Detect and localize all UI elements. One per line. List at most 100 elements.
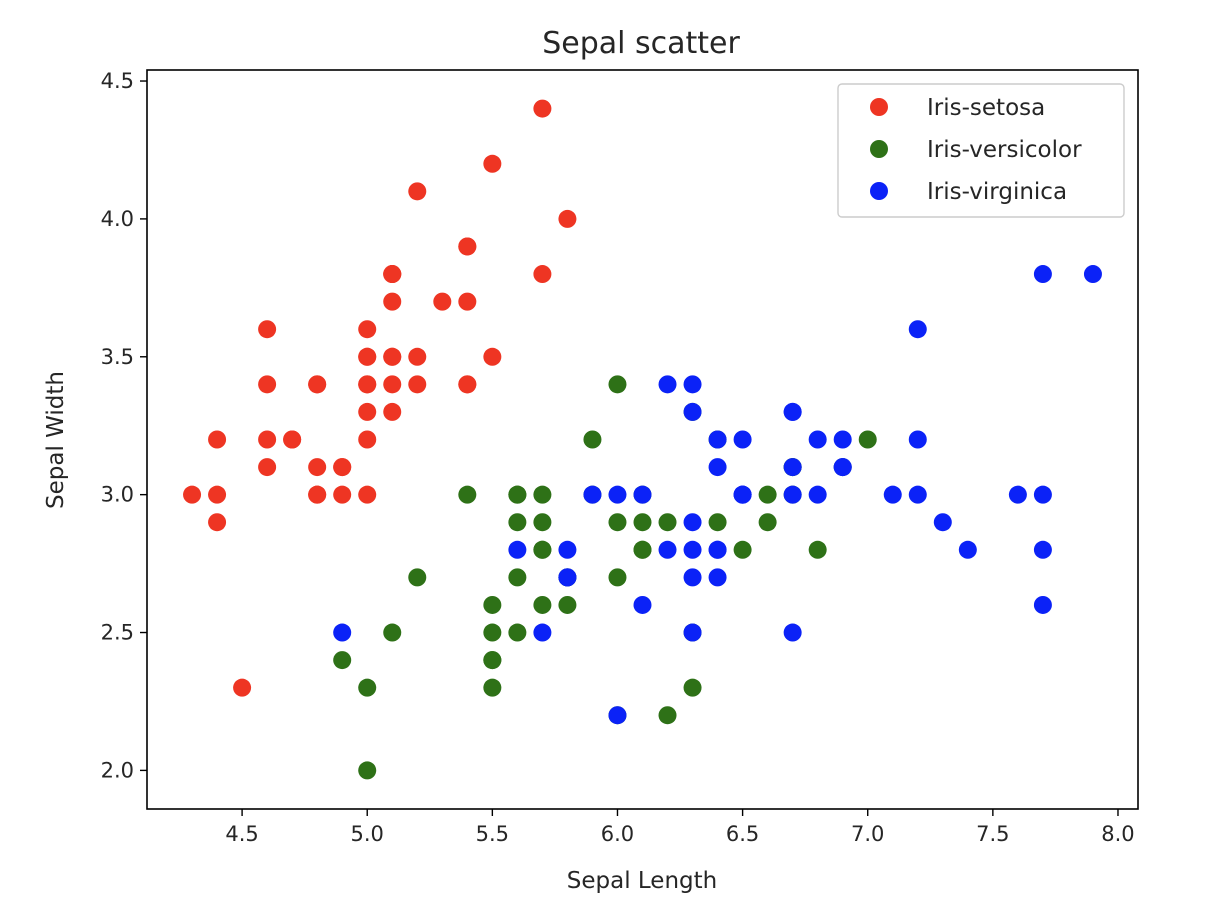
point-iris-versicolor-8 xyxy=(758,513,777,532)
point-iris-virginica-21 xyxy=(508,540,527,559)
point-iris-setosa-10 xyxy=(458,292,477,311)
series-iris-setosa xyxy=(183,99,577,697)
point-iris-virginica-8 xyxy=(783,623,802,642)
point-iris-versicolor-40 xyxy=(483,595,502,614)
point-iris-virginica-41 xyxy=(833,458,852,477)
point-iris-versicolor-42 xyxy=(558,595,577,614)
point-iris-setosa-17 xyxy=(383,347,402,366)
point-iris-virginica-26 xyxy=(658,540,677,559)
point-iris-virginica-34 xyxy=(633,595,652,614)
y-tick-label: 2.5 xyxy=(101,621,134,645)
point-iris-versicolor-0 xyxy=(858,430,877,449)
point-iris-versicolor-34 xyxy=(458,485,477,504)
point-iris-versicolor-45 xyxy=(533,485,552,504)
point-iris-setosa-26 xyxy=(358,375,377,394)
series-iris-versicolor xyxy=(333,375,877,780)
legend-label: Iris-setosa xyxy=(927,95,1045,121)
legend-label: Iris-versicolor xyxy=(927,137,1082,163)
point-iris-versicolor-35 xyxy=(608,375,627,394)
x-tick-label: 6.5 xyxy=(726,822,759,846)
point-iris-virginica-15 xyxy=(708,430,727,449)
point-iris-setosa-24 xyxy=(308,375,327,394)
plot-frame xyxy=(146,69,1139,810)
point-iris-versicolor-18 xyxy=(658,706,677,725)
point-iris-versicolor-13 xyxy=(633,513,652,532)
point-iris-setosa-22 xyxy=(258,320,277,339)
point-iris-setosa-40 xyxy=(233,678,252,697)
point-iris-versicolor-38 xyxy=(508,485,527,504)
y-tick-label: 4.5 xyxy=(101,69,134,93)
y-tick-label: 2.0 xyxy=(101,758,134,782)
point-iris-versicolor-29 xyxy=(533,595,552,614)
plot-area xyxy=(183,99,1102,780)
point-iris-setosa-18 xyxy=(533,265,552,284)
point-iris-virginica-13 xyxy=(533,623,552,642)
point-iris-virginica-35 xyxy=(1033,485,1052,504)
point-iris-versicolor-19 xyxy=(508,623,527,642)
point-iris-virginica-40 xyxy=(783,458,802,477)
point-iris-virginica-48 xyxy=(658,375,677,394)
point-iris-setosa-33 xyxy=(483,154,502,173)
point-iris-versicolor-23 xyxy=(633,540,652,559)
point-iris-versicolor-14 xyxy=(508,513,527,532)
point-iris-setosa-29 xyxy=(283,430,302,449)
legend-marker xyxy=(870,140,888,158)
point-iris-setosa-37 xyxy=(208,485,227,504)
point-iris-setosa-1 xyxy=(333,485,352,504)
point-iris-versicolor-25 xyxy=(758,485,777,504)
point-iris-virginica-44 xyxy=(783,402,802,421)
point-iris-virginica-42 xyxy=(558,568,577,587)
x-axis-label: Sepal Length xyxy=(567,868,717,894)
legend-label: Iris-virginica xyxy=(927,179,1067,205)
point-iris-setosa-46 xyxy=(258,430,277,449)
x-tick-label: 5.5 xyxy=(476,822,509,846)
point-iris-setosa-42 xyxy=(358,347,377,366)
legend-marker xyxy=(870,98,888,116)
point-iris-versicolor-3 xyxy=(483,678,502,697)
point-iris-virginica-12 xyxy=(808,485,827,504)
point-iris-virginica-46 xyxy=(683,623,702,642)
point-iris-setosa-48 xyxy=(358,402,377,421)
point-iris-virginica-33 xyxy=(683,540,702,559)
point-iris-versicolor-24 xyxy=(708,513,727,532)
point-iris-setosa-4 xyxy=(358,320,377,339)
point-iris-virginica-7 xyxy=(933,513,952,532)
point-iris-virginica-22 xyxy=(1033,540,1052,559)
y-tick-label: 3.0 xyxy=(101,483,134,507)
point-iris-setosa-15 xyxy=(533,99,552,118)
point-iris-virginica-49 xyxy=(583,485,602,504)
point-iris-virginica-25 xyxy=(908,430,927,449)
point-iris-setosa-16 xyxy=(458,237,477,256)
legend: Iris-setosa Iris-versicolor Iris-virginica xyxy=(837,83,1125,218)
point-iris-versicolor-26 xyxy=(808,540,827,559)
chart-title: Sepal scatter xyxy=(542,26,740,61)
point-iris-setosa-31 xyxy=(458,375,477,394)
legend-item-iris-versicolor: Iris-versicolor xyxy=(870,137,1082,163)
point-iris-setosa-3 xyxy=(258,458,277,477)
x-tick-label: 5.0 xyxy=(351,822,384,846)
point-iris-virginica-18 xyxy=(1033,595,1052,614)
point-iris-virginica-14 xyxy=(558,540,577,559)
point-iris-virginica-32 xyxy=(708,540,727,559)
point-iris-setosa-45 xyxy=(383,265,402,284)
point-iris-setosa-23 xyxy=(383,402,402,421)
x-tick-label: 7.0 xyxy=(851,822,884,846)
x-tick-label: 4.5 xyxy=(225,822,258,846)
point-iris-virginica-43 xyxy=(808,430,827,449)
point-iris-setosa-47 xyxy=(433,292,452,311)
point-iris-setosa-6 xyxy=(258,375,277,394)
legend-item-iris-setosa: Iris-setosa xyxy=(870,95,1045,121)
point-iris-setosa-21 xyxy=(383,292,402,311)
point-iris-versicolor-28 xyxy=(608,513,627,532)
point-iris-virginica-20 xyxy=(833,430,852,449)
point-iris-setosa-44 xyxy=(308,485,327,504)
point-iris-versicolor-37 xyxy=(683,678,702,697)
point-iris-versicolor-39 xyxy=(483,623,502,642)
point-iris-virginica-5 xyxy=(1008,485,1027,504)
y-axis-label: Sepal Width xyxy=(43,371,69,509)
point-iris-setosa-25 xyxy=(358,485,377,504)
point-iris-virginica-30 xyxy=(958,540,977,559)
point-iris-versicolor-33 xyxy=(608,568,627,587)
legend-marker xyxy=(870,182,888,200)
